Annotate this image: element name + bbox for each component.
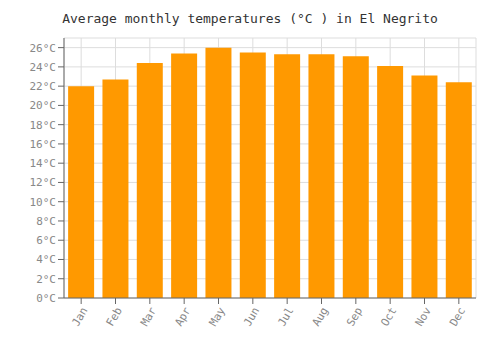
- svg-text:2°C: 2°C: [36, 273, 56, 286]
- svg-text:Aug: Aug: [310, 305, 331, 329]
- svg-text:Nov: Nov: [413, 305, 434, 329]
- svg-text:4°C: 4°C: [36, 253, 56, 266]
- svg-text:8°C: 8°C: [36, 215, 56, 228]
- svg-text:12°C: 12°C: [30, 176, 57, 189]
- svg-text:Apr: Apr: [172, 305, 193, 329]
- svg-text:Jun: Jun: [241, 305, 262, 329]
- svg-text:16°C: 16°C: [30, 138, 57, 151]
- svg-text:Dec: Dec: [447, 305, 468, 329]
- svg-text:May: May: [207, 305, 228, 329]
- svg-text:10°C: 10°C: [30, 196, 57, 209]
- svg-text:0°C: 0°C: [36, 292, 56, 305]
- svg-text:Feb: Feb: [104, 305, 125, 329]
- svg-text:24°C: 24°C: [30, 61, 57, 74]
- svg-text:14°C: 14°C: [30, 157, 57, 170]
- svg-text:22°C: 22°C: [30, 80, 57, 93]
- svg-text:18°C: 18°C: [30, 119, 57, 132]
- svg-text:Sep: Sep: [344, 305, 365, 329]
- svg-text:26°C: 26°C: [30, 42, 57, 55]
- svg-text:6°C: 6°C: [36, 234, 56, 247]
- svg-text:Oct: Oct: [378, 305, 399, 329]
- svg-text:Jul: Jul: [275, 305, 296, 329]
- html-text:Average monthly temperatures (: Average monthly temperatures (°C ) in El…: [62, 11, 438, 26]
- svg-text:Mar: Mar: [138, 305, 159, 329]
- svg-text:20°C: 20°C: [30, 99, 57, 112]
- svg-text:Jan: Jan: [69, 305, 90, 329]
